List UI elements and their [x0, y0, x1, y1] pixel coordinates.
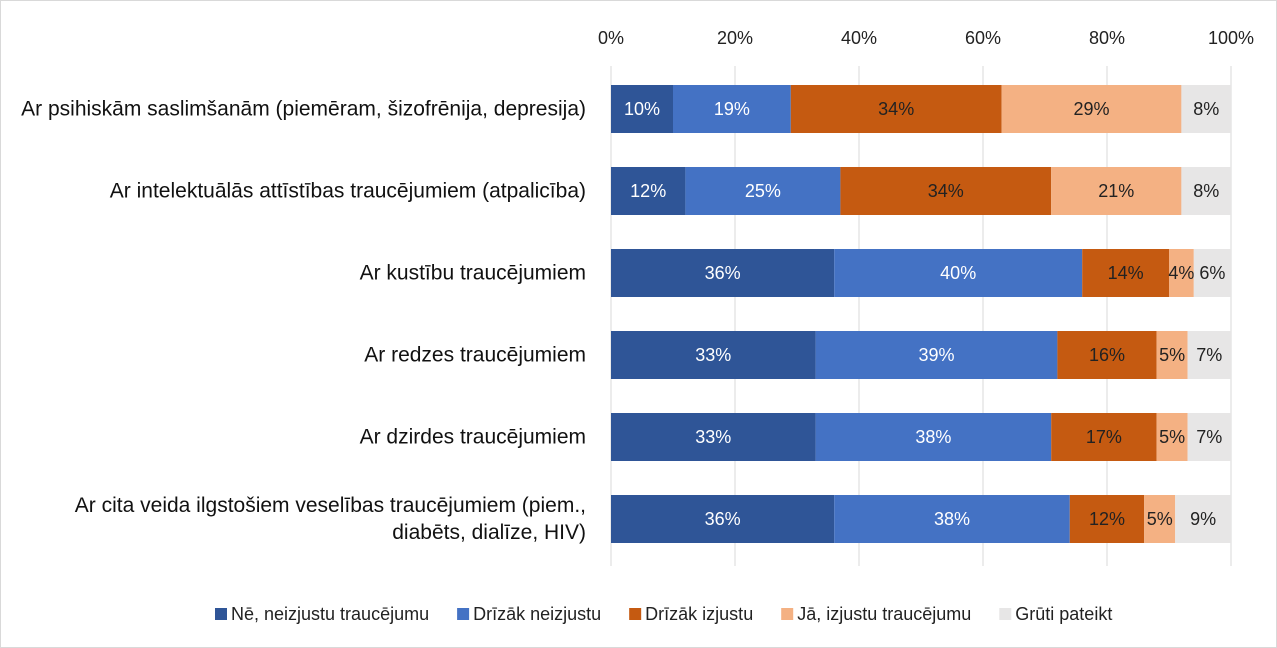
bar-segment — [1057, 331, 1157, 379]
bar-segment — [840, 167, 1052, 215]
data-label: 40% — [940, 263, 976, 283]
bar-segment — [611, 167, 686, 215]
category-label: Ar redzes traucējumiem — [364, 343, 586, 367]
data-label: 36% — [705, 263, 741, 283]
bar-segment — [1169, 249, 1194, 297]
data-label: 21% — [1098, 181, 1134, 201]
bar-segment — [1144, 495, 1176, 543]
data-label: 7% — [1196, 427, 1222, 447]
data-label: 34% — [928, 181, 964, 201]
data-label: 29% — [1073, 99, 1109, 119]
x-tick-label: 0% — [598, 28, 624, 48]
bar-segment — [611, 331, 816, 379]
bar-segment — [1156, 331, 1188, 379]
legend-label: Jā, izjustu traucējumu — [797, 604, 971, 624]
bar-segment — [834, 495, 1070, 543]
legend-swatch — [781, 608, 794, 620]
bar-segment — [611, 85, 673, 133]
data-label: 16% — [1089, 345, 1125, 365]
data-label: 8% — [1193, 99, 1219, 119]
data-label: 33% — [695, 427, 731, 447]
legend-label: Nē, neizjustu traucējumu — [231, 604, 429, 624]
legend-swatch — [629, 608, 642, 620]
data-label: 12% — [1089, 509, 1125, 529]
data-label: 17% — [1086, 427, 1122, 447]
data-label: 19% — [714, 99, 750, 119]
bar-segment — [611, 249, 835, 297]
bar-segment — [1001, 85, 1182, 133]
bar-segment — [1051, 413, 1157, 461]
x-tick-label: 80% — [1089, 28, 1125, 48]
bar-segment — [815, 413, 1052, 461]
data-label: 33% — [695, 345, 731, 365]
bar-segment — [790, 85, 1002, 133]
bar-segment — [1156, 413, 1188, 461]
data-label: 5% — [1159, 345, 1185, 365]
legend-swatch — [999, 608, 1012, 620]
bar-segment — [685, 167, 841, 215]
bar-segment — [834, 249, 1083, 297]
bar-segment — [1082, 249, 1169, 297]
x-tick-label: 100% — [1208, 28, 1254, 48]
bar-segment — [1187, 331, 1231, 379]
category-label: Ar psihiskām saslimšanām (piemēram, šizo… — [21, 97, 586, 121]
bar-segment — [1175, 495, 1231, 543]
data-label: 25% — [745, 181, 781, 201]
data-label: 6% — [1199, 263, 1225, 283]
x-tick-label: 60% — [965, 28, 1001, 48]
bar-segment — [611, 495, 835, 543]
legend-swatch — [457, 608, 470, 620]
legend-label: Drīzāk izjustu — [645, 604, 753, 624]
data-label: 9% — [1190, 509, 1216, 529]
legend-label: Grūti pateikt — [1015, 604, 1112, 624]
bar-segment — [1181, 167, 1231, 215]
x-tick-label: 40% — [841, 28, 877, 48]
data-label: 12% — [630, 181, 666, 201]
data-label: 7% — [1196, 345, 1222, 365]
bar-segment — [1187, 413, 1231, 461]
data-label: 10% — [624, 99, 660, 119]
bar-segment — [1193, 249, 1231, 297]
data-label: 36% — [705, 509, 741, 529]
category-label: Ar kustību traucējumiem — [359, 261, 586, 285]
bar-segment — [1069, 495, 1145, 543]
bar-segment — [611, 413, 816, 461]
data-label: 38% — [915, 427, 951, 447]
bar-segment — [815, 331, 1058, 379]
legend-label: Drīzāk neizjustu — [473, 604, 601, 624]
category-label: Ar intelektuālās attīstības traucējumiem… — [109, 179, 586, 203]
data-label: 14% — [1108, 263, 1144, 283]
bar-segment — [673, 85, 791, 133]
bar-segment — [1051, 167, 1182, 215]
x-tick-label: 20% — [717, 28, 753, 48]
data-label: 5% — [1159, 427, 1185, 447]
data-label: 38% — [934, 509, 970, 529]
category-label: Ar dzirdes traucējumiem — [359, 425, 586, 449]
data-label: 8% — [1193, 181, 1219, 201]
data-label: 39% — [918, 345, 954, 365]
bar-segment — [1181, 85, 1231, 133]
data-label: 5% — [1147, 509, 1173, 529]
data-label: 34% — [878, 99, 914, 119]
category-label: Ar cita veida ilgstošiem veselības trauc… — [74, 494, 586, 544]
data-label: 4% — [1168, 263, 1194, 283]
legend-swatch — [215, 608, 227, 620]
